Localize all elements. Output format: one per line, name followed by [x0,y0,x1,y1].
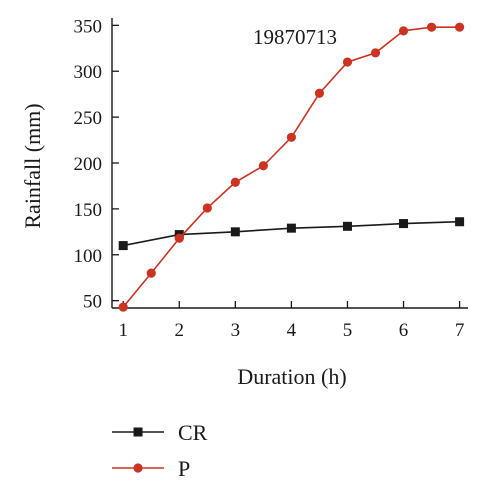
y-axis-title: Rainfall (mm) [20,103,45,228]
series-p-point [314,88,325,98]
y-tick-label: 150 [74,200,103,221]
x-tick-label: 4 [287,320,297,341]
series-p-point [426,22,437,32]
x-axis-title: Duration (h) [237,364,346,389]
legend-swatch-marker [133,463,143,473]
series-cr-point [399,219,409,229]
series-cr [118,217,465,251]
legend-label: CR [178,420,208,445]
x-tick-label: 1 [118,320,128,341]
y-axis-ticks: 50 100 150 200 250 300 350 [74,16,119,313]
series-p-line [122,26,460,308]
legend-swatch-marker [133,427,143,437]
series-p-point [202,203,212,213]
series-p-point [174,233,184,243]
series-cr-point [342,221,352,231]
y-tick-label: 250 [74,108,103,129]
series-p-point [286,132,297,142]
legend-label: P [178,456,190,481]
y-tick-label: 50 [83,292,102,313]
y-tick-label: 300 [74,62,103,83]
series-p-point [398,26,409,36]
series-p-point [342,57,353,67]
series-p-point [118,302,128,312]
series-cr-point [455,217,465,227]
series-p-point [258,161,268,171]
y-tick-label: 350 [74,16,103,37]
x-tick-label: 2 [175,320,185,341]
x-axis-ticks: 1 2 3 4 5 6 7 [118,301,464,341]
y-tick-label: 200 [74,154,103,175]
legend-item-cr: CR [112,420,208,445]
series-p-point [230,177,240,187]
chart-annotation: 19870713 [253,25,337,49]
x-tick-label: 5 [343,320,353,341]
series-p [118,22,465,312]
x-tick-label: 7 [455,320,465,341]
axes [111,18,468,309]
series-p-point [146,268,156,278]
legend-item-p: P [112,456,190,481]
x-tick-label: 6 [399,320,409,341]
series-cr-point [230,227,240,237]
series-p-point [454,22,465,32]
series-layer [118,22,465,312]
series-cr-point [286,223,296,233]
y-tick-label: 100 [74,246,103,267]
series-cr-point [118,241,128,251]
legend: CR P [112,420,208,481]
x-tick-label: 3 [231,320,241,341]
series-p-point [370,48,381,58]
